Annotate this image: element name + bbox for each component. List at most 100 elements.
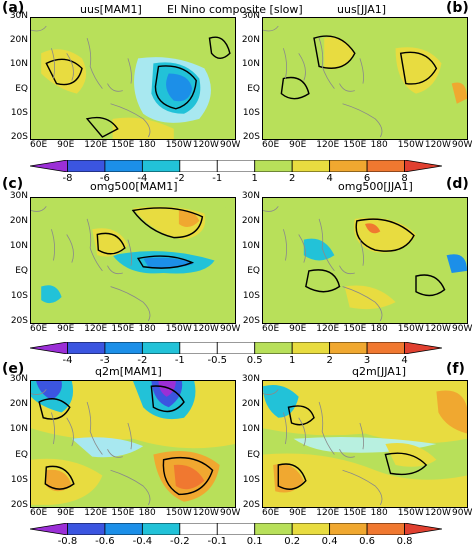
lat-tick-label: 10N — [9, 59, 28, 70]
colorbar-tick-label: -6 — [99, 173, 110, 184]
lon-tick-label: 150E — [111, 324, 135, 334]
lon-tick-label: 150E — [343, 508, 367, 518]
lat-tick-label: 30N — [9, 374, 28, 384]
lon-tick-label: 90E — [289, 324, 307, 334]
lon-tick-label: 60E — [262, 324, 280, 334]
significance-contour — [280, 76, 310, 100]
panel-b-title: uus[JJA1] — [337, 3, 387, 16]
colorbar-row3: -0.8 -0.6 -0.4 -0.2 -0.1 0.1 0.2 0.4 0.6 0.8 — [30, 523, 442, 547]
lat-tick-label: EQ — [15, 449, 28, 460]
significance-contour — [305, 269, 341, 293]
lat-tick-label: 10N — [241, 59, 260, 70]
colorbar-tick-label: 0.6 — [359, 536, 376, 547]
colorbar-tick-label: 0.5 — [246, 355, 263, 366]
lon-tick-label: 150W — [165, 140, 192, 150]
colorbar-tick-label: 4 — [401, 355, 408, 366]
significance-contour — [45, 58, 83, 86]
lon-tick-label: 90W — [220, 140, 241, 150]
map-panel-f — [262, 380, 468, 508]
lat-tick-label: 20S — [10, 500, 28, 510]
lat-tick-label: 30N — [241, 191, 260, 201]
panel-c-title: omg500[MAM1] — [90, 180, 178, 193]
lon-tick-label: 180 — [370, 324, 388, 334]
colorbar-tick-label: 8 — [401, 173, 408, 184]
colorbar-tick-label: -0.6 — [95, 536, 115, 547]
lon-tick-label: 90W — [452, 508, 473, 518]
colorbar-tick-label: -3 — [99, 355, 110, 366]
lat-tick-label: 20N — [9, 35, 28, 46]
lat-tick-label: 10S — [10, 474, 28, 485]
lon-tick-label: 180 — [370, 140, 388, 150]
colorbar-tick-label: 2 — [326, 355, 333, 366]
coastline — [263, 389, 383, 506]
panel-d-label: (d) — [446, 176, 469, 192]
panel-b-label: (b) — [446, 0, 469, 16]
lat-tick-label: EQ — [247, 266, 260, 276]
significance-contour — [150, 385, 185, 413]
lon-tick-label: 150W — [165, 324, 192, 334]
panel-e-title: q2m[MAM1] — [95, 365, 162, 378]
lon-tick-label: 120W — [424, 324, 451, 334]
lon-tick-label: 60E — [30, 140, 48, 150]
colorbar-tick-label: -2 — [137, 355, 148, 366]
lat-tick-label: 10S — [10, 291, 28, 301]
lon-tick-label: 60E — [30, 324, 48, 334]
lat-tick-label: 10S — [10, 107, 28, 118]
significance-contour — [96, 232, 126, 255]
lon-tick-label: 120E — [84, 508, 108, 518]
lon-tick-label: 120W — [424, 508, 451, 518]
significance-contour — [355, 218, 415, 252]
lon-tick-label: 90E — [57, 324, 75, 334]
coastline — [263, 25, 383, 138]
coastline — [31, 25, 151, 138]
lon-tick-label: 150E — [111, 140, 135, 150]
map-panel-d — [262, 197, 468, 324]
colorbar-tick-label: 0.1 — [246, 536, 263, 547]
lon-tick-label: 120E — [316, 324, 340, 334]
colorbar-tick-label: -8 — [62, 173, 73, 184]
significance-contour — [38, 398, 71, 420]
lat-tick-label: EQ — [247, 83, 260, 94]
map-panel-b — [262, 17, 468, 140]
lat-tick-label: EQ — [247, 449, 260, 460]
lat-tick-label: 20N — [9, 216, 28, 226]
panel-a-title: uus[MAM1] — [80, 3, 142, 16]
lat-tick-label: 20N — [9, 399, 28, 410]
significance-contour — [208, 36, 231, 60]
lat-tick-label: 20S — [10, 132, 28, 142]
lon-tick-label: 150W — [165, 508, 192, 518]
lat-tick-label: 20N — [241, 399, 260, 410]
panel-a-label: (a) — [2, 0, 25, 16]
lon-tick-label: 120E — [316, 140, 340, 150]
colorbar-tick-label: -4 — [62, 355, 73, 366]
colorbar-tick-label: -4 — [137, 173, 148, 184]
lat-tick-label: 20N — [241, 216, 260, 226]
colorbar-tick-label: -0.4 — [132, 536, 153, 547]
significance-contour — [384, 452, 428, 476]
lon-tick-label: 90E — [57, 140, 75, 150]
lon-tick-label: 180 — [138, 324, 156, 334]
figure-title: El Nino composite [slow] — [167, 3, 303, 16]
colorbar-tick-label: -0.1 — [207, 536, 228, 547]
lon-tick-label: 60E — [30, 508, 48, 518]
lat-tick-label: 10N — [241, 241, 260, 251]
lat-tick-label: EQ — [15, 266, 28, 276]
lon-tick-label: 120E — [316, 508, 340, 518]
colorbar-tick-label: -2 — [174, 173, 185, 184]
significance-contour — [415, 274, 446, 297]
lat-tick-label: 20S — [242, 500, 260, 510]
colorbar-swatches — [30, 160, 442, 172]
panel-f-label: (f) — [446, 361, 465, 377]
lon-tick-label: 150W — [397, 508, 424, 518]
lon-tick-label: 90E — [57, 508, 75, 518]
lon-tick-label: 150E — [343, 140, 367, 150]
colorbar-tick-label: 4 — [326, 173, 333, 184]
lat-tick-label: 20S — [10, 316, 28, 326]
significance-contour — [287, 405, 315, 426]
colorbar-tick-label: 6 — [363, 173, 371, 184]
lon-tick-label: 90W — [220, 508, 241, 518]
lon-tick-label: 120W — [192, 508, 219, 518]
colorbar-swatches — [30, 342, 442, 354]
map-e-fields — [31, 381, 235, 507]
lon-tick-label: 150E — [343, 324, 367, 334]
